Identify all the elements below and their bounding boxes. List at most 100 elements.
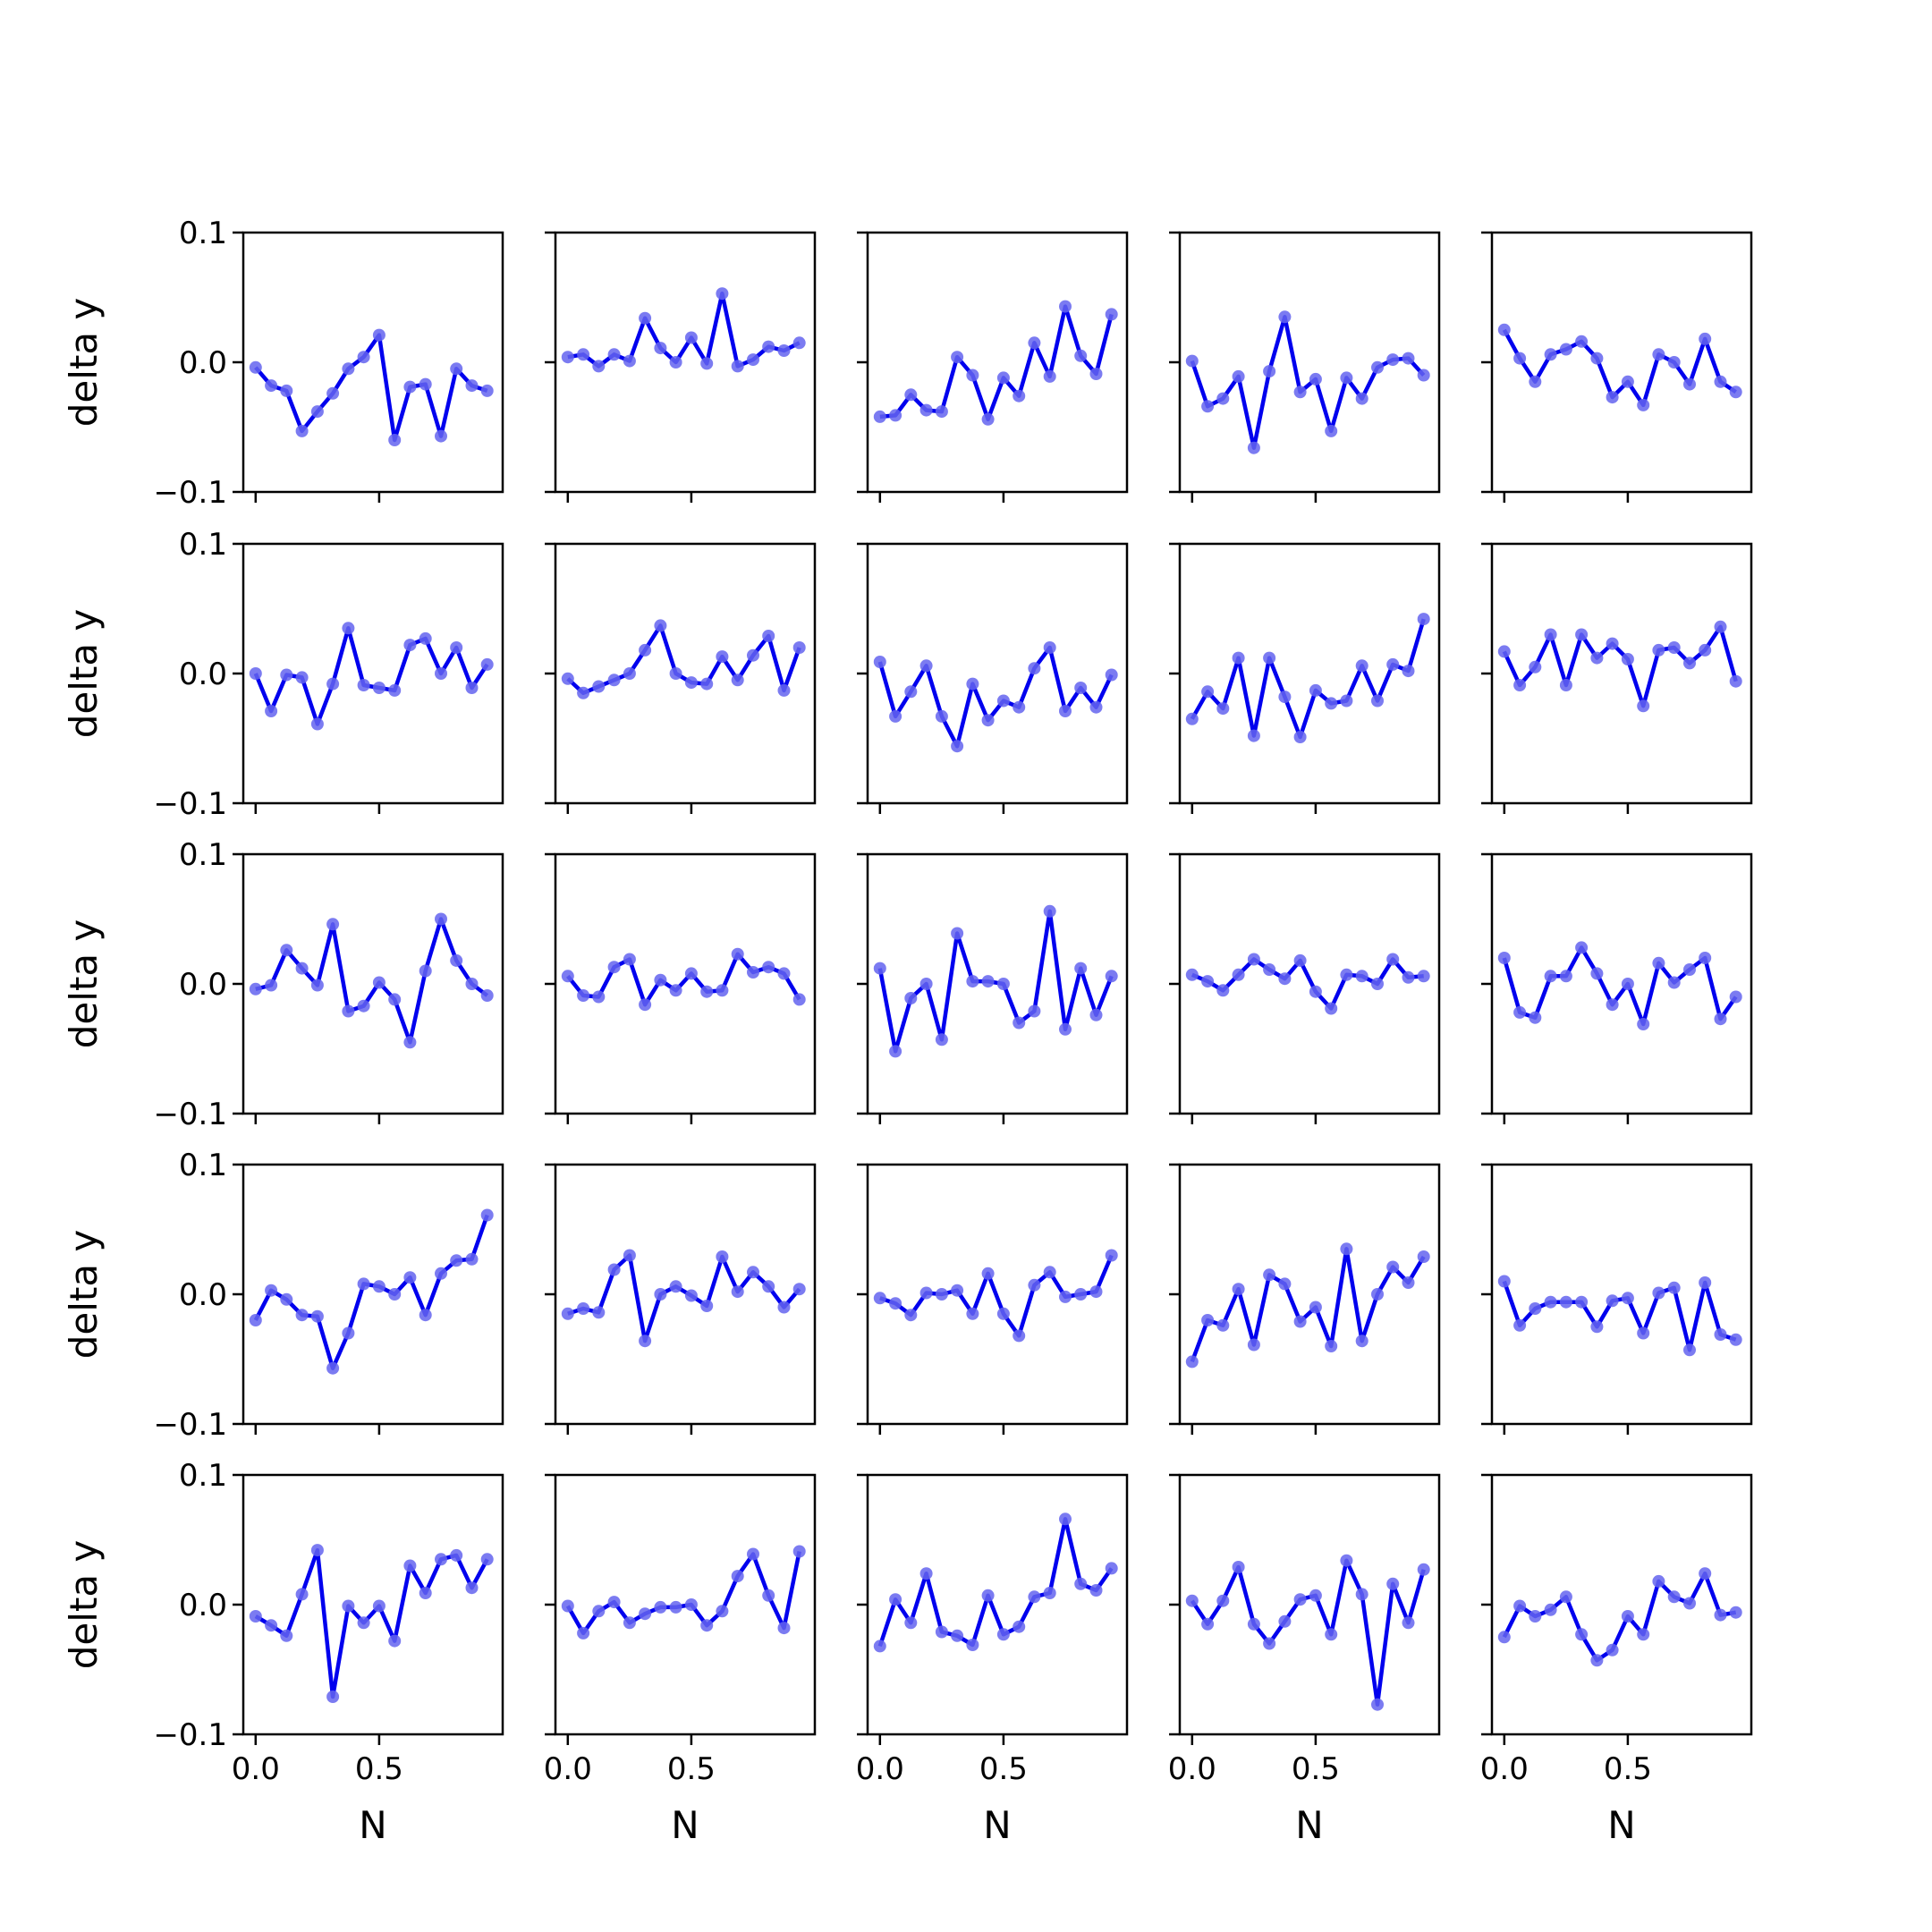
subplot-r3-c1: 0.1 0.0 −0.1 delta y bbox=[62, 837, 504, 1132]
data-point bbox=[981, 1267, 995, 1280]
data-point bbox=[357, 679, 370, 691]
subplot-r5-c3: 0.0 0.5 N bbox=[856, 1473, 1129, 1847]
data-point bbox=[1216, 984, 1230, 997]
data-point bbox=[1683, 377, 1696, 391]
data-point bbox=[1059, 1513, 1072, 1526]
data-point bbox=[623, 354, 636, 368]
data-point bbox=[669, 1280, 682, 1293]
data-point bbox=[684, 1289, 698, 1302]
series-line bbox=[1502, 945, 1738, 1027]
data-point bbox=[792, 336, 806, 350]
data-point bbox=[1355, 659, 1368, 673]
data-point bbox=[747, 353, 759, 367]
data-point bbox=[265, 705, 278, 717]
data-point bbox=[1575, 335, 1589, 348]
data-point bbox=[357, 351, 370, 364]
data-point bbox=[996, 978, 1010, 990]
subplot-r3-c4 bbox=[1169, 852, 1441, 1124]
data-point bbox=[762, 340, 775, 353]
data-point bbox=[419, 964, 432, 978]
data-point bbox=[654, 342, 667, 355]
data-point bbox=[372, 1280, 386, 1293]
data-point bbox=[1417, 369, 1430, 382]
data-point bbox=[716, 650, 729, 664]
axes-frame bbox=[554, 852, 817, 1115]
data-point bbox=[592, 1605, 606, 1618]
data-point bbox=[669, 984, 682, 997]
data-point bbox=[951, 927, 964, 940]
data-point bbox=[1105, 668, 1118, 682]
data-point bbox=[762, 630, 775, 642]
data-point bbox=[265, 1284, 278, 1297]
data-point bbox=[904, 992, 918, 1004]
data-point bbox=[1105, 970, 1118, 983]
data-point bbox=[419, 631, 432, 645]
data-point bbox=[873, 656, 886, 668]
data-point bbox=[1340, 1242, 1353, 1256]
data-point bbox=[1325, 1628, 1338, 1641]
data-point bbox=[919, 1567, 933, 1580]
data-point bbox=[1637, 1326, 1650, 1340]
data-point bbox=[465, 978, 479, 990]
data-point bbox=[295, 671, 309, 684]
y-axis-label: delta y bbox=[62, 609, 106, 739]
data-point bbox=[1355, 392, 1368, 405]
data-point bbox=[326, 1690, 340, 1703]
data-point bbox=[1544, 970, 1557, 983]
y-tick-label: 0.0 bbox=[179, 967, 227, 1003]
data-point bbox=[935, 709, 948, 723]
data-point bbox=[1028, 1590, 1041, 1604]
data-point bbox=[1652, 348, 1665, 361]
data-point bbox=[1699, 1276, 1712, 1289]
data-point bbox=[1575, 941, 1589, 954]
data-point bbox=[295, 1588, 309, 1601]
series-line bbox=[253, 1214, 489, 1370]
x-tick-label: 0.5 bbox=[667, 1751, 716, 1787]
data-point bbox=[1417, 613, 1430, 626]
data-point bbox=[1309, 683, 1322, 697]
data-point bbox=[1497, 645, 1511, 658]
data-point bbox=[480, 657, 494, 671]
data-point bbox=[777, 967, 791, 980]
subplot-r4-c5 bbox=[1481, 1163, 1753, 1435]
data-point bbox=[1309, 1589, 1322, 1602]
data-point bbox=[388, 683, 402, 697]
data-point bbox=[1729, 990, 1742, 1004]
data-point bbox=[561, 351, 574, 364]
data-point bbox=[935, 1288, 948, 1301]
data-point bbox=[403, 1036, 417, 1049]
series-line bbox=[255, 917, 489, 1045]
data-point bbox=[623, 667, 636, 680]
data-point bbox=[1606, 998, 1619, 1012]
data-point bbox=[1059, 1290, 1072, 1303]
data-point bbox=[1417, 1250, 1430, 1263]
data-point bbox=[1043, 1266, 1056, 1279]
data-point bbox=[777, 1301, 791, 1314]
data-point bbox=[577, 686, 590, 699]
subplot-r3-c3 bbox=[857, 852, 1129, 1124]
data-point bbox=[904, 1309, 918, 1322]
data-point bbox=[889, 1593, 902, 1606]
series-line bbox=[254, 1547, 489, 1699]
data-point bbox=[577, 989, 590, 1002]
data-point bbox=[1699, 1567, 1712, 1580]
data-point bbox=[1590, 1654, 1604, 1667]
data-point bbox=[280, 944, 293, 957]
data-point bbox=[1402, 1276, 1415, 1289]
axes-frame bbox=[1178, 852, 1441, 1115]
data-point bbox=[731, 1285, 744, 1299]
data-point bbox=[1513, 352, 1527, 365]
data-point bbox=[1386, 953, 1400, 966]
data-point bbox=[669, 1600, 682, 1614]
data-point bbox=[639, 1335, 652, 1348]
data-point bbox=[1216, 702, 1230, 716]
data-point bbox=[1185, 712, 1199, 725]
data-point bbox=[919, 659, 933, 673]
data-point bbox=[777, 683, 791, 697]
data-point bbox=[326, 677, 340, 691]
data-point bbox=[873, 1292, 886, 1305]
data-point bbox=[403, 1271, 417, 1284]
data-point bbox=[889, 409, 902, 422]
data-point bbox=[889, 709, 902, 723]
